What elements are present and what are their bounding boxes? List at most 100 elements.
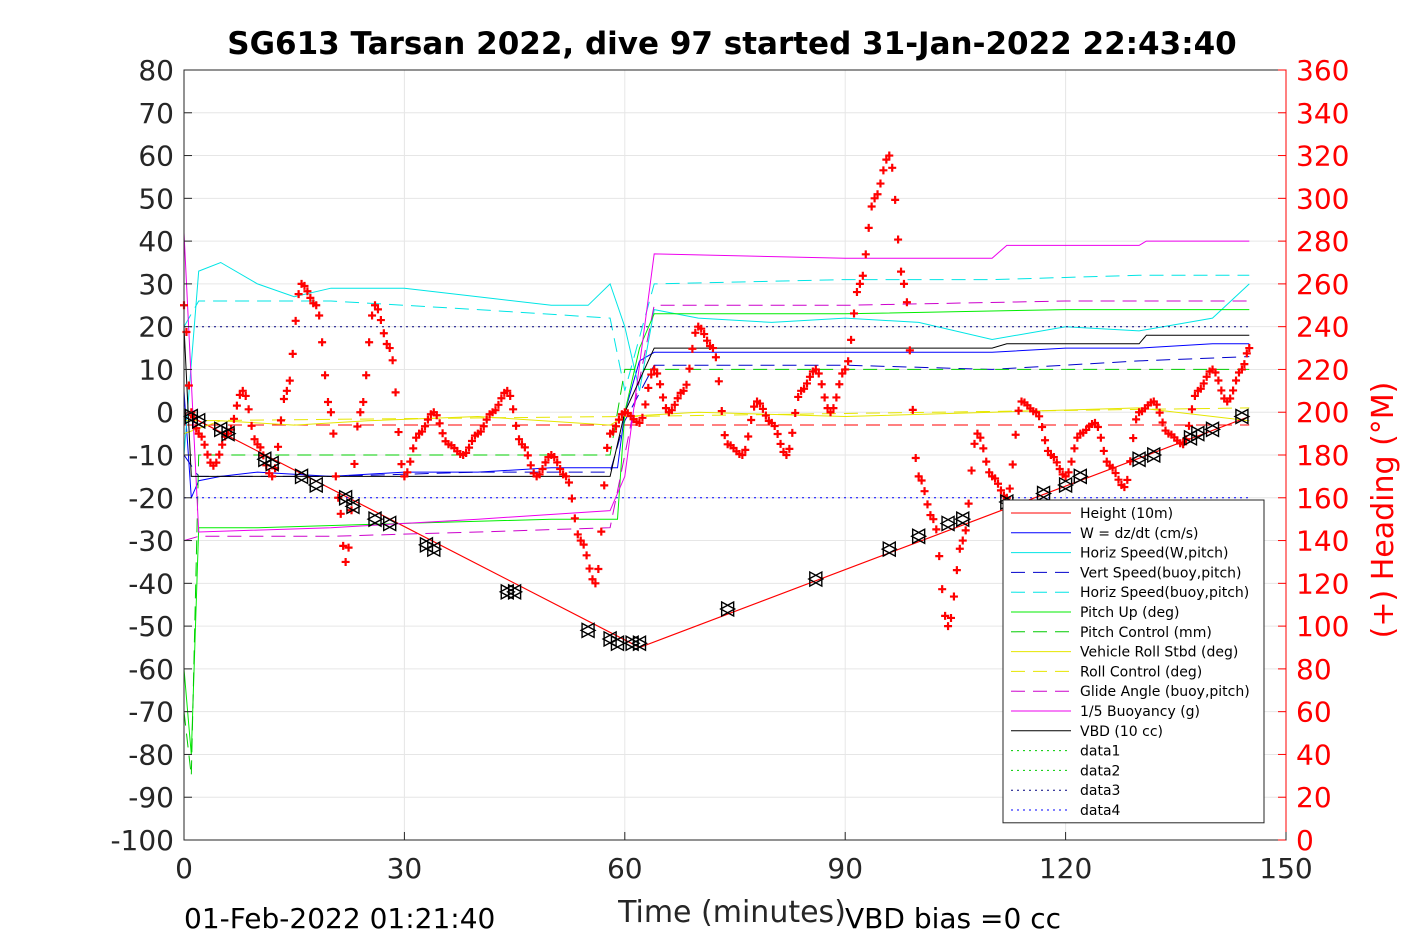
heading-point — [817, 380, 826, 389]
legend-entry: Height (10m) — [1080, 506, 1173, 522]
heading-point — [656, 380, 665, 389]
marker-right-triangle — [581, 622, 597, 639]
heading-point — [964, 499, 973, 508]
heading-point — [1158, 418, 1167, 427]
right-tick-label: 20 — [1296, 781, 1332, 814]
heading-point — [200, 440, 209, 449]
heading-point — [996, 486, 1005, 495]
heading-point — [232, 401, 241, 410]
heading-point — [838, 369, 847, 378]
right-axis: 3603403203002802602402202001801601401201… — [1278, 54, 1349, 857]
heading-point — [758, 404, 767, 413]
marker-right-triangle — [309, 476, 325, 494]
heading-point — [282, 386, 291, 395]
heading-point — [412, 433, 421, 442]
legend-entry: Vert Speed(buoy,pitch) — [1080, 565, 1242, 581]
x-axis: 0 30 60 90 120 150 — [175, 832, 1313, 885]
legend: Height (10m) W = dz/dt (cm/s) Horiz Speed(… — [1002, 499, 1265, 824]
x-tick-label: 60 — [607, 852, 643, 885]
heading-point — [268, 472, 277, 481]
heading-point — [653, 369, 662, 378]
heading-point — [494, 400, 503, 409]
heading-point — [970, 439, 979, 448]
heading-point — [579, 540, 588, 549]
heading-point — [365, 338, 374, 347]
heading-point — [491, 406, 500, 415]
marker-right-triangle — [1235, 408, 1251, 425]
heading-point — [773, 430, 782, 439]
marker-right-triangle — [338, 489, 355, 506]
marker-right-triangle — [368, 510, 384, 528]
series-line-1 — [183, 343, 1250, 498]
marker-right-triangle — [427, 540, 443, 558]
heading-point — [373, 305, 382, 314]
marker-right-triangle — [265, 455, 281, 472]
heading-point — [1226, 394, 1235, 403]
right-tick-label: 80 — [1296, 653, 1332, 686]
heading-point — [562, 472, 571, 481]
heading-point — [385, 344, 394, 353]
heading-point — [835, 380, 844, 389]
heading-point — [991, 474, 1000, 483]
heading-point — [218, 440, 227, 449]
x-tick-label: 120 — [1039, 852, 1092, 885]
heading-point — [761, 411, 770, 420]
heading-point — [717, 407, 726, 416]
left-tick-label: -40 — [128, 567, 174, 600]
heading-point — [811, 365, 820, 374]
right-tick-label: 0 — [1296, 824, 1314, 857]
heading-point — [847, 335, 856, 344]
marker-right-triangle — [625, 635, 641, 652]
right-tick-label: 160 — [1296, 482, 1349, 515]
heading-point — [388, 356, 397, 365]
heading-point — [497, 394, 506, 403]
heading-point — [1190, 391, 1199, 400]
heading-point — [476, 427, 485, 436]
heading-point — [1067, 457, 1076, 466]
heading-point — [506, 391, 515, 400]
heading-point — [1155, 408, 1164, 417]
series-line-2 — [183, 261, 1250, 456]
heading-point — [582, 551, 591, 560]
heading-point — [350, 459, 359, 468]
heading-point — [362, 371, 371, 380]
right-tick-label: 180 — [1296, 439, 1349, 472]
heading-point — [911, 454, 920, 463]
heading-point — [556, 464, 565, 473]
heading-point — [864, 223, 873, 232]
left-tick-label: -10 — [128, 439, 174, 472]
heading-point — [938, 585, 947, 594]
marker-right-triangle — [956, 510, 972, 528]
heading-point — [888, 163, 897, 172]
x-tick-label: 0 — [175, 852, 193, 885]
left-tick-label: 20 — [138, 311, 174, 344]
left-tick-label: 60 — [138, 140, 174, 173]
heading-point — [573, 530, 582, 539]
heading-point — [688, 344, 697, 353]
heading-point — [184, 381, 193, 390]
heading-point — [852, 288, 861, 297]
left-tick-label: 0 — [156, 396, 174, 429]
heading-point — [467, 437, 476, 446]
legend-entry: data2 — [1080, 763, 1120, 779]
marker-right-triangle — [383, 515, 399, 532]
left-tick-label: -20 — [128, 482, 174, 515]
heading-point — [867, 202, 876, 211]
marker-right-triangle — [294, 468, 311, 485]
chart-title: SG613 Tarsan 2022, dive 97 started 31-Ja… — [227, 26, 1236, 62]
heading-point — [526, 461, 535, 470]
left-tick-label: -60 — [128, 653, 174, 686]
heading-point — [356, 408, 365, 417]
heading-point — [603, 443, 612, 452]
heading-point — [967, 466, 976, 475]
heading-point — [550, 453, 559, 462]
heading-point — [679, 386, 688, 395]
heading-point — [212, 458, 221, 467]
heading-point — [899, 279, 908, 288]
heading-point — [406, 457, 415, 466]
heading-point — [946, 613, 955, 622]
right-tick-label: 260 — [1296, 268, 1349, 301]
heading-point — [244, 405, 253, 414]
heading-point — [1120, 483, 1129, 492]
series-line-9 — [183, 300, 1250, 542]
